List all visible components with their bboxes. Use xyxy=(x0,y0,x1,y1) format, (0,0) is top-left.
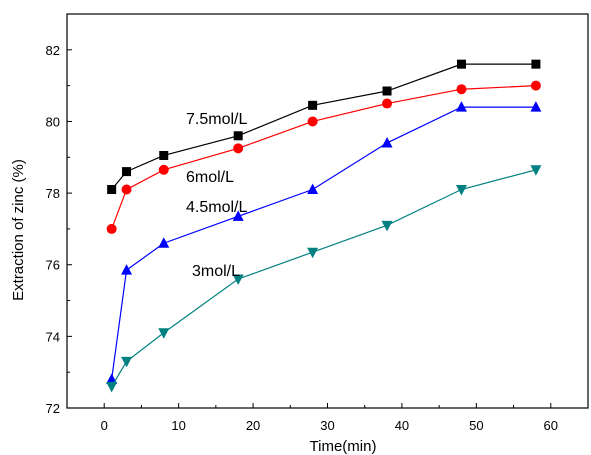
y-tick-label: 76 xyxy=(46,258,60,273)
data-point xyxy=(308,100,318,110)
series-layer xyxy=(106,59,542,393)
series-line xyxy=(111,106,536,380)
data-point xyxy=(232,274,244,286)
y-tick-label: 72 xyxy=(46,401,60,416)
x-tick-label: 40 xyxy=(395,418,409,433)
data-point xyxy=(381,136,393,148)
data-point xyxy=(106,382,118,393)
data-point xyxy=(455,101,467,112)
x-tick-label: 60 xyxy=(544,418,558,433)
series-line xyxy=(111,169,537,387)
series-label: 6mol/L xyxy=(186,169,234,186)
y-axis-title: Extraction of zinc (%) xyxy=(10,159,27,301)
data-point xyxy=(382,98,393,109)
y-tick-label: 82 xyxy=(46,43,60,58)
series-label: 3mol/L xyxy=(192,263,240,280)
series-7.5mol/L xyxy=(107,59,541,195)
data-point xyxy=(530,80,541,91)
y-tick-label: 78 xyxy=(46,186,60,201)
x-tick-label: 50 xyxy=(469,418,483,433)
data-point xyxy=(456,59,466,69)
data-point xyxy=(159,150,169,160)
data-point xyxy=(382,86,392,96)
data-point xyxy=(381,220,393,232)
data-point xyxy=(158,164,169,175)
data-point xyxy=(232,210,244,221)
x-axis-title: Time(min) xyxy=(310,438,377,455)
data-point xyxy=(307,183,319,195)
y-tick-label: 80 xyxy=(46,114,60,129)
series-label: 7.5mol/L xyxy=(186,111,247,128)
x-tick-label: 0 xyxy=(101,418,108,433)
plot-frame xyxy=(66,13,589,409)
data-point xyxy=(121,264,133,275)
data-point xyxy=(158,328,170,339)
data-point xyxy=(531,59,541,69)
data-point xyxy=(158,237,170,248)
data-point xyxy=(455,185,467,196)
data-point xyxy=(106,223,117,234)
data-point xyxy=(121,184,132,195)
series-line xyxy=(111,63,536,190)
data-point xyxy=(530,101,542,112)
data-point xyxy=(233,131,243,141)
data-point xyxy=(456,84,467,95)
data-point xyxy=(233,143,244,154)
series-line xyxy=(111,85,536,230)
axes: 0 10 20 30 40 50 60 72 74 76 78 80 82 xyxy=(46,13,589,433)
series-labels: 7.5mol/L 6mol/L 4.5mol/L 3mol/L xyxy=(186,111,247,280)
data-point xyxy=(121,356,133,368)
y-tick-label: 74 xyxy=(46,329,60,344)
data-point xyxy=(107,185,117,195)
series-3mol/L xyxy=(106,165,542,393)
data-point xyxy=(122,167,132,177)
series-4.5mol/L xyxy=(106,101,542,384)
x-tick-label: 10 xyxy=(171,418,185,433)
series-label: 4.5mol/L xyxy=(186,199,247,216)
data-point xyxy=(530,165,542,176)
data-point xyxy=(307,247,319,259)
data-point xyxy=(307,116,318,127)
series-6mol/L xyxy=(106,80,541,234)
x-tick-label: 30 xyxy=(320,418,334,433)
x-tick-label: 20 xyxy=(246,418,260,433)
